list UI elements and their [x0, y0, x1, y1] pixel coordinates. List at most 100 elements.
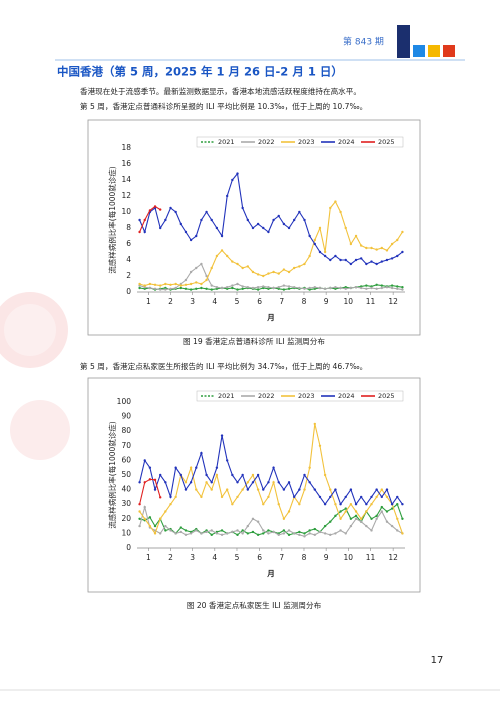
- y-axis-label: 流感样病例比率(每1000就诊症): [107, 166, 117, 274]
- point: [179, 473, 183, 477]
- point: [354, 286, 358, 289]
- x-tick-label: 12: [388, 297, 398, 306]
- point: [138, 282, 141, 286]
- x-axis-label: 月: [266, 569, 275, 578]
- point: [396, 285, 399, 288]
- point: [385, 249, 389, 252]
- y-tick-label: 60: [121, 455, 131, 464]
- point: [385, 488, 389, 491]
- point: [220, 495, 224, 499]
- point: [220, 286, 224, 290]
- x-tick-label: 12: [388, 553, 398, 562]
- point: [334, 200, 337, 203]
- x-tick-label: 9: [324, 553, 329, 562]
- chart-frame: [87, 377, 421, 593]
- point: [251, 481, 255, 484]
- point: [349, 488, 353, 491]
- point: [349, 242, 353, 246]
- point: [236, 288, 239, 291]
- point: [354, 514, 358, 518]
- point: [401, 250, 404, 254]
- point: [396, 517, 399, 520]
- point: [262, 529, 265, 532]
- point: [210, 266, 213, 270]
- point: [210, 488, 213, 491]
- point: [277, 286, 280, 289]
- point: [380, 510, 384, 513]
- point: [200, 286, 203, 290]
- point: [205, 210, 208, 214]
- point: [334, 503, 337, 506]
- point: [195, 266, 198, 270]
- legend-label: 2025: [378, 138, 395, 146]
- y-axis-label: 流感样病例比率(每1000就诊症): [107, 421, 117, 529]
- series-line: [139, 435, 403, 506]
- point: [339, 510, 342, 513]
- point: [215, 473, 219, 477]
- point: [375, 495, 378, 499]
- point: [339, 286, 342, 290]
- point: [287, 481, 291, 484]
- point: [375, 287, 378, 290]
- point: [231, 503, 234, 506]
- point: [287, 529, 291, 532]
- point: [380, 260, 384, 263]
- point: [365, 246, 368, 250]
- point: [282, 532, 286, 535]
- point: [323, 524, 327, 528]
- point: [396, 287, 399, 290]
- point: [200, 451, 203, 455]
- x-tick-label: 2: [168, 553, 173, 562]
- point: [200, 532, 203, 535]
- point: [225, 286, 229, 289]
- point: [220, 533, 224, 537]
- point: [215, 286, 219, 289]
- point: [164, 282, 167, 286]
- series-line: [139, 200, 403, 287]
- point: [354, 503, 358, 506]
- point: [292, 532, 296, 535]
- point: [354, 510, 358, 513]
- point: [195, 529, 198, 532]
- point: [370, 495, 373, 499]
- point: [359, 495, 363, 499]
- legend-label: 2022: [258, 138, 275, 146]
- point: [241, 529, 244, 532]
- point: [329, 488, 332, 491]
- point: [179, 222, 183, 226]
- point: [370, 246, 373, 250]
- point: [287, 533, 291, 537]
- logo-square: [443, 45, 455, 57]
- point: [256, 520, 260, 523]
- point: [158, 496, 162, 499]
- point: [143, 481, 146, 484]
- x-tick-label: 1: [146, 553, 151, 562]
- x-tick-label: 9: [324, 297, 329, 306]
- x-tick-label: 6: [257, 553, 262, 562]
- point: [308, 234, 311, 238]
- x-tick-label: 5: [235, 553, 240, 562]
- y-tick-label: 16: [121, 159, 131, 168]
- point: [158, 284, 162, 287]
- point: [303, 532, 306, 535]
- point: [323, 250, 327, 254]
- point: [195, 466, 198, 469]
- point: [215, 226, 219, 230]
- point: [359, 520, 363, 523]
- point: [200, 282, 203, 286]
- point: [287, 226, 291, 230]
- point: [210, 284, 213, 287]
- point: [349, 262, 353, 266]
- point: [282, 517, 286, 520]
- point: [323, 254, 327, 258]
- legend-label: 2021: [218, 138, 235, 146]
- point: [251, 226, 255, 230]
- point: [236, 172, 239, 175]
- y-tick-label: 10: [121, 528, 131, 537]
- point: [164, 524, 167, 528]
- point: [210, 533, 213, 537]
- point: [385, 258, 389, 262]
- point: [277, 272, 280, 275]
- point: [200, 218, 203, 222]
- point: [396, 254, 399, 258]
